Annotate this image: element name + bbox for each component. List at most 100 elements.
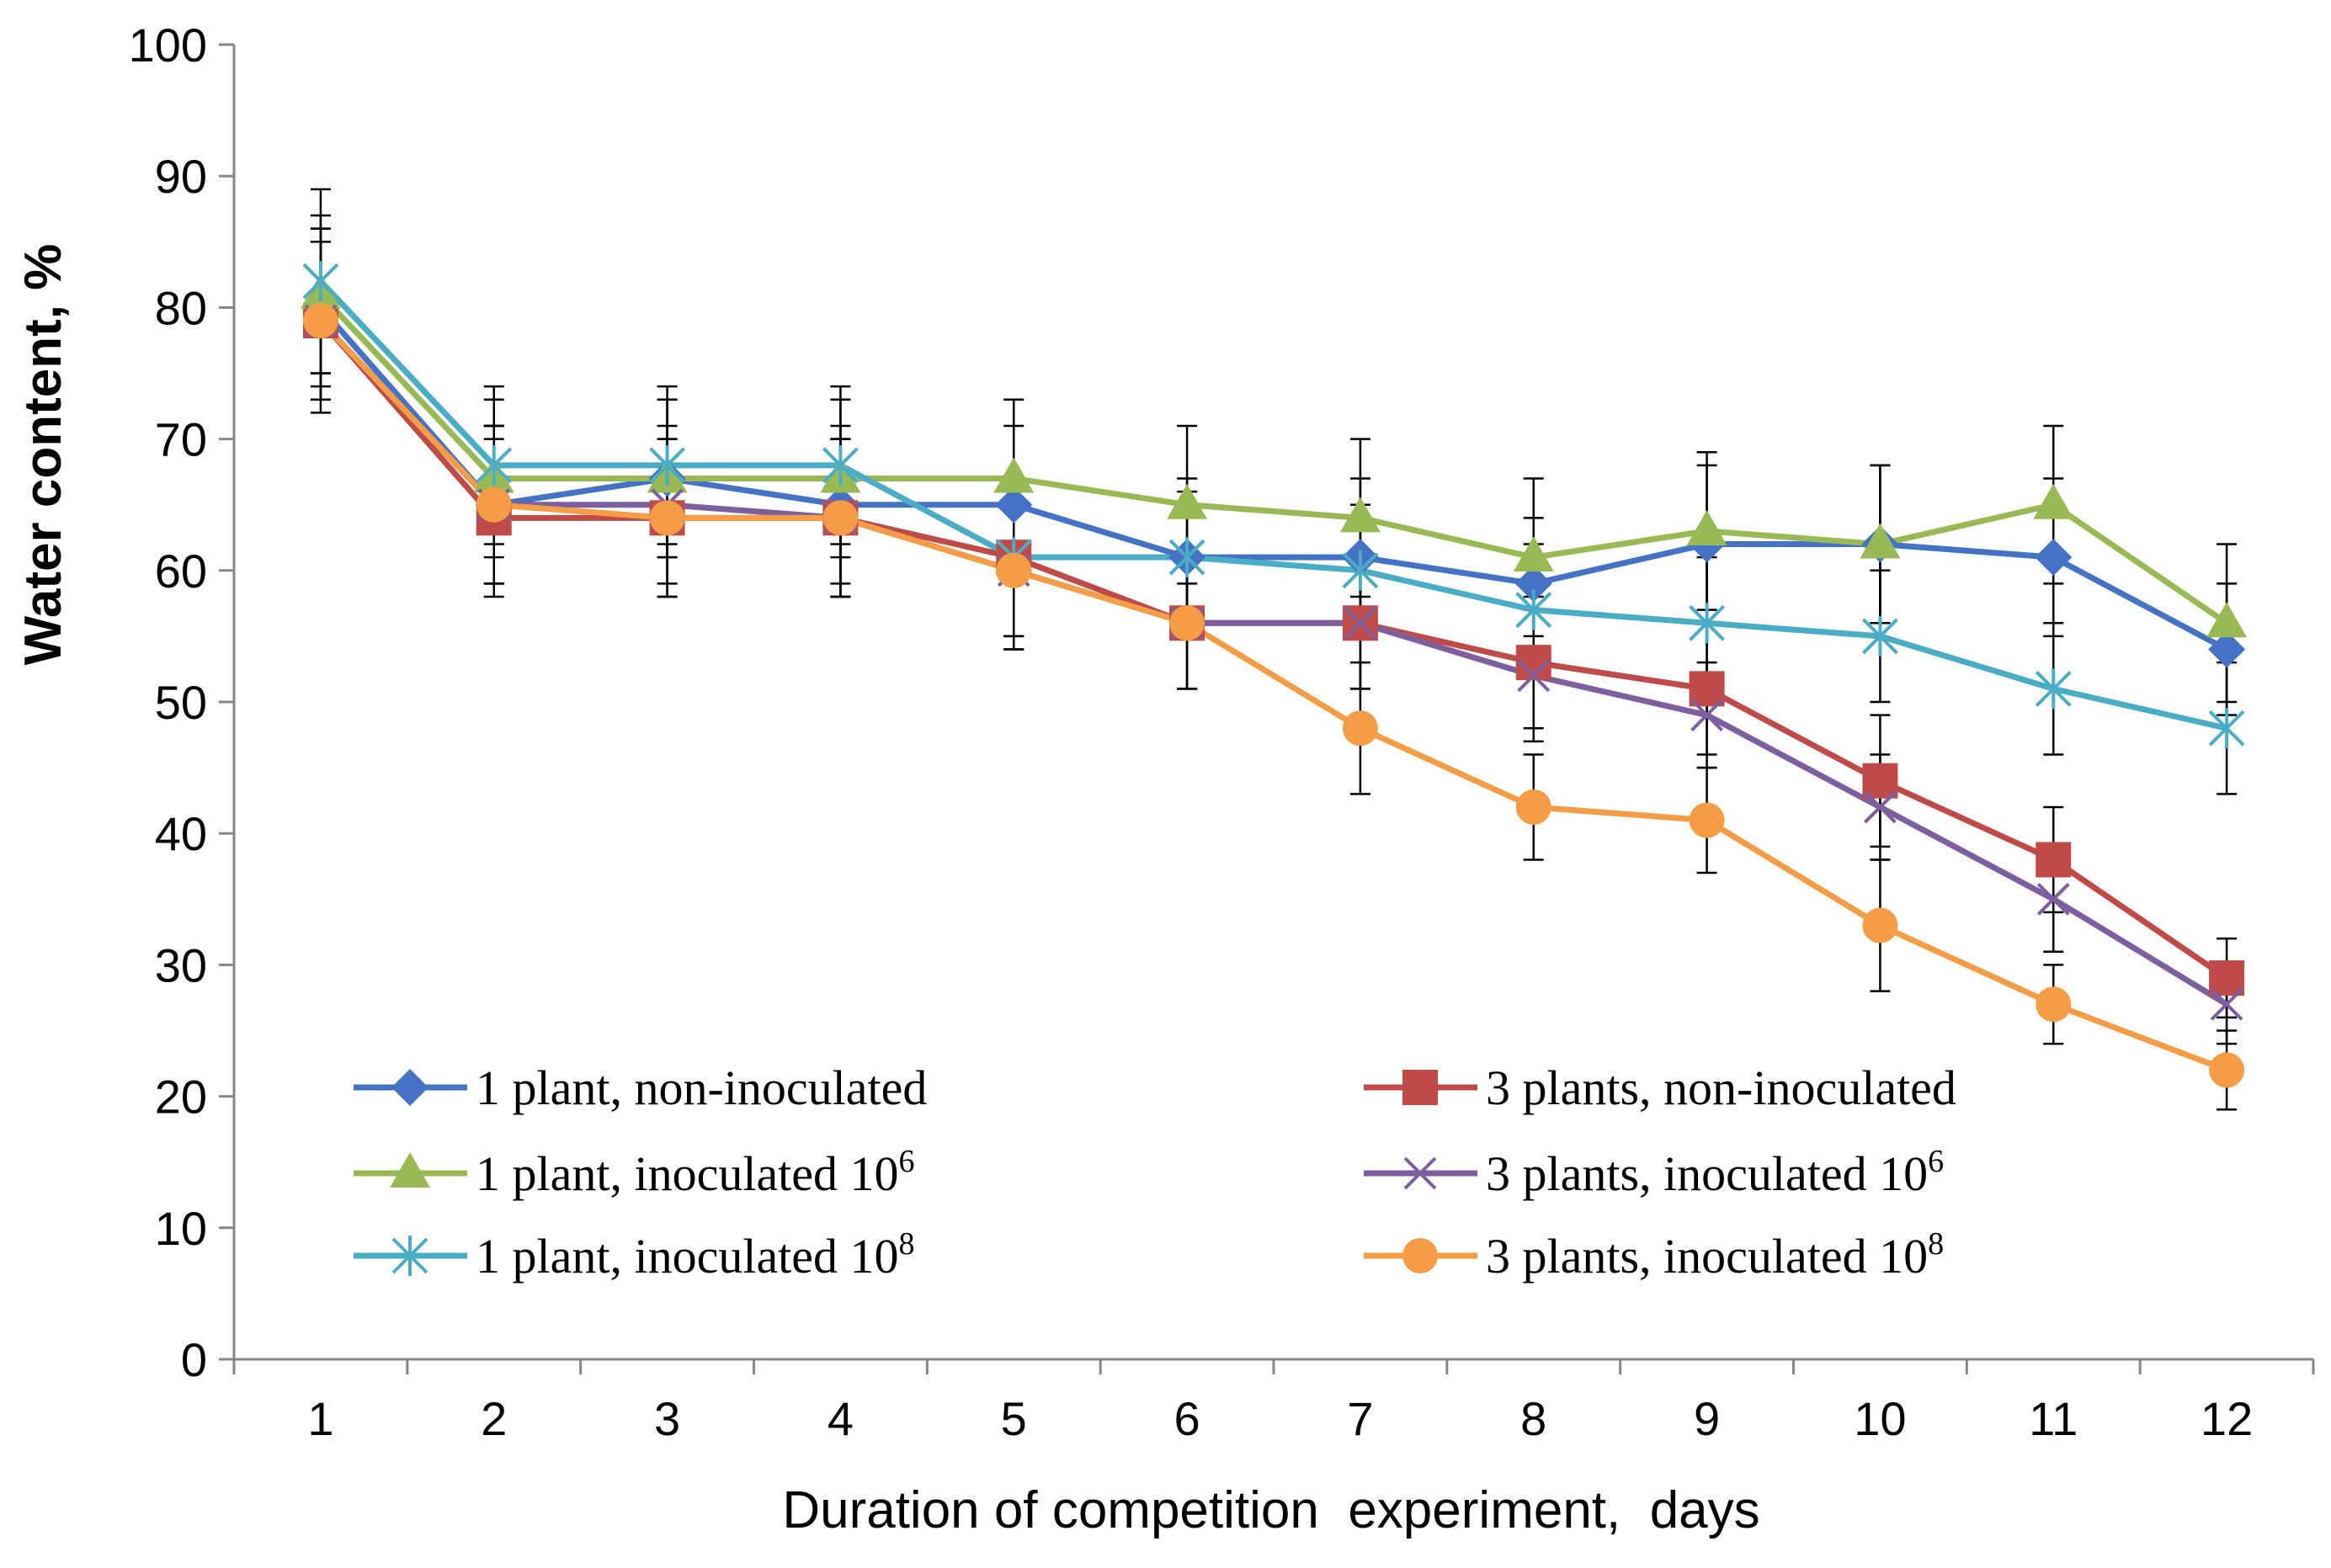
y-tick-label: 80 — [155, 281, 207, 334]
x-tick-label: 6 — [1174, 1392, 1200, 1445]
data-point — [822, 500, 859, 536]
legend-label-text: 3 plants, inoculated 10 — [1486, 1229, 1928, 1284]
y-axis-label: Water content, % — [14, 244, 72, 666]
y-axis-ticks: 0 10 20 30 40 50 60 70 80 90 100 — [129, 19, 234, 1386]
data-point — [1514, 565, 1552, 603]
data-point — [2036, 986, 2072, 1023]
data-point — [2036, 842, 2072, 878]
legend: 1 plant, non-inoculated 3 plants, non-ino… — [354, 1060, 1956, 1284]
legend-swatch-marker — [1402, 1070, 1438, 1105]
data-point — [1689, 671, 1725, 707]
data-point — [1690, 699, 1723, 732]
legend-label-text: 1 plant, inoculated 10 — [476, 1229, 899, 1284]
x-tick-label: 5 — [1001, 1392, 1027, 1445]
error-bars — [310, 188, 2238, 1111]
data-point — [1689, 603, 1725, 644]
y-tick-label: 0 — [181, 1333, 207, 1386]
data-point — [2036, 882, 2070, 916]
data-point — [649, 500, 685, 536]
data-point — [995, 486, 1033, 524]
data-point — [2209, 1052, 2245, 1088]
legend-entry: 1 plant, inoculated 108 — [354, 1226, 915, 1284]
legend-entry: 3 plants, non-inoculated — [1364, 1060, 1956, 1115]
legend-label: 1 plant, inoculated 106 — [476, 1144, 915, 1201]
legend-swatch-marker — [391, 1236, 428, 1276]
data-point — [2210, 987, 2243, 1021]
legend-label: 1 plant, inoculated 108 — [476, 1226, 915, 1284]
legend-label-superscript: 8 — [1928, 1226, 1944, 1262]
x-tick-label: 9 — [1694, 1392, 1720, 1445]
data-point — [2035, 539, 2073, 577]
data-point — [1862, 615, 1898, 656]
series-lines — [318, 279, 2229, 1073]
series-line — [318, 318, 2228, 1073]
legend-swatch-marker — [1403, 1156, 1437, 1190]
x-tick-label: 1 — [307, 1392, 333, 1445]
legend-label-text: 3 plants, non-inoculated — [1486, 1060, 1956, 1115]
data-point — [476, 486, 512, 523]
x-tick-label: 4 — [828, 1392, 854, 1445]
x-tick-label: 12 — [2201, 1392, 2253, 1445]
legend-entry: 3 plants, inoculated 106 — [1364, 1144, 1944, 1201]
x-tick-label: 10 — [1854, 1392, 1906, 1445]
data-point — [1517, 659, 1551, 693]
y-tick-label: 40 — [155, 807, 207, 860]
data-point — [1515, 589, 1552, 630]
data-point — [2208, 630, 2246, 668]
data-point — [302, 261, 339, 302]
legend-label-superscript: 6 — [1928, 1144, 1944, 1179]
legend-label-text: 1 plant, inoculated 10 — [476, 1146, 899, 1201]
legend-label: 3 plants, inoculated 108 — [1486, 1226, 1944, 1284]
data-point — [1167, 483, 1208, 519]
series-line — [318, 292, 2229, 626]
y-tick-label: 30 — [155, 938, 207, 991]
data-point — [1515, 789, 1551, 825]
legend-label-superscript: 8 — [899, 1226, 915, 1262]
x-axis-ticks: 1 2 3 4 5 6 7 8 9 10 11 12 — [232, 1359, 2315, 1445]
data-point — [1168, 537, 1205, 578]
data-point — [1862, 907, 1898, 943]
x-axis-label: Duration of competition experiment, days — [782, 1481, 1759, 1539]
data-point — [1686, 509, 1727, 545]
legend-label-text: 3 plants, inoculated 10 — [1486, 1146, 1928, 1201]
legend-label: 3 plants, inoculated 106 — [1486, 1144, 1944, 1201]
x-tick-label: 7 — [1347, 1392, 1373, 1445]
data-point — [1864, 790, 1897, 824]
y-tick-label: 10 — [155, 1202, 207, 1255]
y-tick-label: 90 — [155, 150, 207, 203]
data-point — [996, 552, 1032, 588]
legend-swatch-marker — [390, 1152, 430, 1188]
data-point — [2208, 708, 2245, 749]
data-point — [1862, 763, 1898, 799]
data-point — [476, 444, 513, 486]
series-line — [318, 318, 2228, 1007]
data-point — [1169, 605, 1205, 641]
series-line — [318, 306, 2228, 652]
y-tick-label: 60 — [155, 545, 207, 598]
y-tick-label: 20 — [155, 1071, 207, 1124]
data-point — [302, 303, 338, 339]
y-tick-label: 50 — [155, 676, 207, 729]
data-point — [2035, 668, 2072, 710]
data-point — [1339, 497, 1381, 533]
data-point — [1689, 802, 1725, 838]
data-point — [649, 444, 685, 486]
x-tick-label: 3 — [654, 1392, 680, 1445]
legend-entry: 1 plant, inoculated 106 — [354, 1144, 915, 1201]
series-line — [318, 318, 2229, 981]
legend-entry: 3 plants, inoculated 108 — [1364, 1226, 1944, 1284]
data-point — [993, 457, 1035, 493]
x-tick-label: 8 — [1520, 1392, 1546, 1445]
legend-label: 3 plants, non-inoculated — [1486, 1060, 1956, 1115]
legend-label: 1 plant, non-inoculated — [476, 1060, 927, 1115]
data-point — [2206, 602, 2248, 638]
legend-label-text: 1 plant, non-inoculated — [476, 1060, 927, 1115]
y-tick-label: 70 — [155, 413, 207, 466]
x-tick-label: 2 — [481, 1392, 507, 1445]
series-line — [318, 279, 2227, 731]
data-point — [2209, 960, 2245, 997]
series-markers — [300, 261, 2248, 1088]
data-point — [1344, 606, 1377, 640]
data-point — [1513, 536, 1554, 572]
